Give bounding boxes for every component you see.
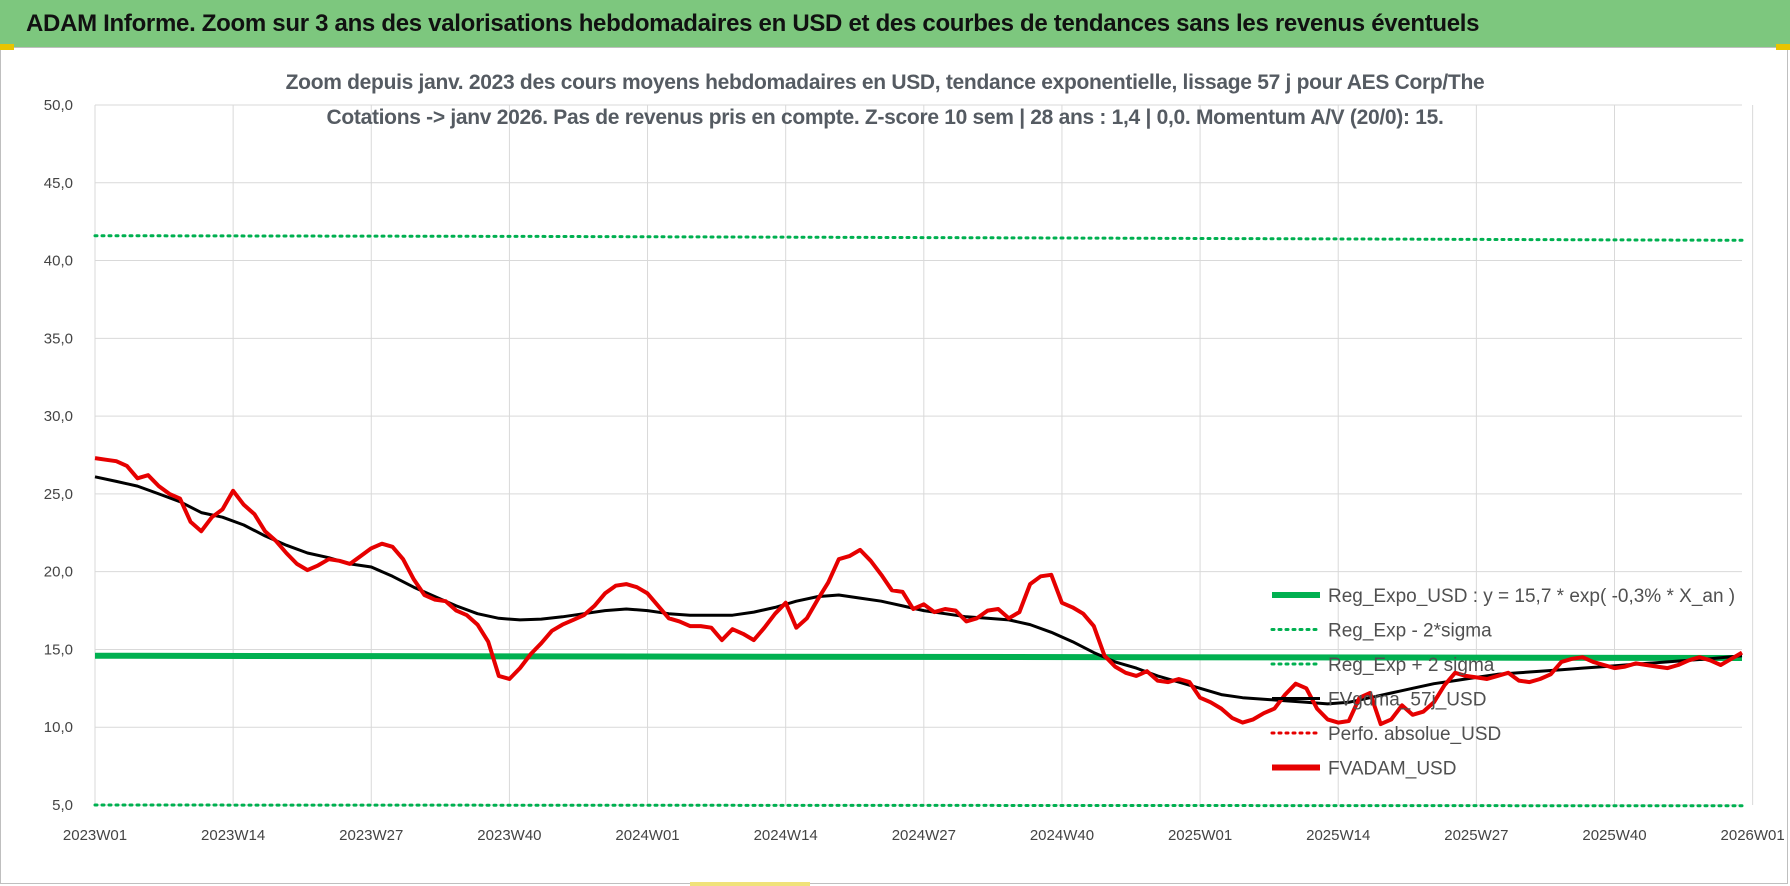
- x-tick-label: 2025W40: [1582, 827, 1646, 844]
- report-banner-title: ADAM Informe. Zoom sur 3 ans des valoris…: [0, 0, 1790, 47]
- x-tick-label: 2024W27: [892, 827, 956, 844]
- y-tick-label: 30,0: [44, 408, 73, 425]
- legend-reg-exp-plus-label: Reg_Exp + 2 sigma: [1328, 655, 1495, 676]
- series-reg-expo-line: [94, 652, 1743, 661]
- x-tick-label: 2025W14: [1306, 827, 1370, 844]
- y-tick-label: 25,0: [44, 486, 73, 503]
- x-tick-label: 2023W27: [339, 827, 403, 844]
- frame-corner-marker: [1776, 44, 1790, 50]
- frame-corner-marker: [0, 44, 14, 50]
- x-tick-label: 2024W01: [615, 827, 679, 844]
- series-reg-exp-plus-2sigma-line: [93, 234, 1744, 242]
- legend-fvgdma-label: FVgdma_57j_USD: [1328, 690, 1486, 711]
- legend-fvadam-label: FVADAM_USD: [1328, 759, 1456, 780]
- legend-perfo-label: Perfo. absolue_USD: [1328, 724, 1501, 745]
- x-tick-label: 2023W01: [63, 827, 127, 844]
- y-tick-label: 40,0: [44, 253, 73, 270]
- y-tick-label: 15,0: [44, 641, 73, 658]
- y-tick-label: 20,0: [44, 564, 73, 581]
- series-fvadam-line: [94, 456, 1744, 727]
- chart-title-line-1: Zoom depuis janv. 2023 des cours moyens …: [285, 71, 1485, 94]
- x-tick-label: 2024W14: [754, 827, 818, 844]
- legend-reg-expo-label: Reg_Expo_USD : y = 15,7 * exp( -0,3% * X…: [1328, 586, 1735, 607]
- y-tick-label: 35,0: [44, 330, 73, 347]
- series-reg-exp-minus-2sigma-line: [93, 803, 1744, 808]
- frame-bottom-marker: [690, 882, 810, 886]
- chart-frame: [0, 47, 1788, 884]
- y-tick-label: 50,0: [44, 97, 73, 114]
- x-tick-label: 2023W14: [201, 827, 265, 844]
- y-tick-label: 45,0: [44, 175, 73, 192]
- y-tick-label: 5,0: [52, 797, 73, 814]
- y-tick-label: 10,0: [44, 719, 73, 736]
- x-tick-label: 2025W01: [1168, 827, 1232, 844]
- x-tick-label: 2023W40: [477, 827, 541, 844]
- legend-reg-exp-minus-label: Reg_Exp - 2*sigma: [1328, 621, 1492, 642]
- x-tick-label: 2024W40: [1030, 827, 1094, 844]
- x-tick-label: 2026W01: [1721, 827, 1785, 844]
- x-tick-label: 2025W27: [1444, 827, 1508, 844]
- chart-title-line-2: Cotations -> janv 2026. Pas de revenus p…: [326, 106, 1444, 129]
